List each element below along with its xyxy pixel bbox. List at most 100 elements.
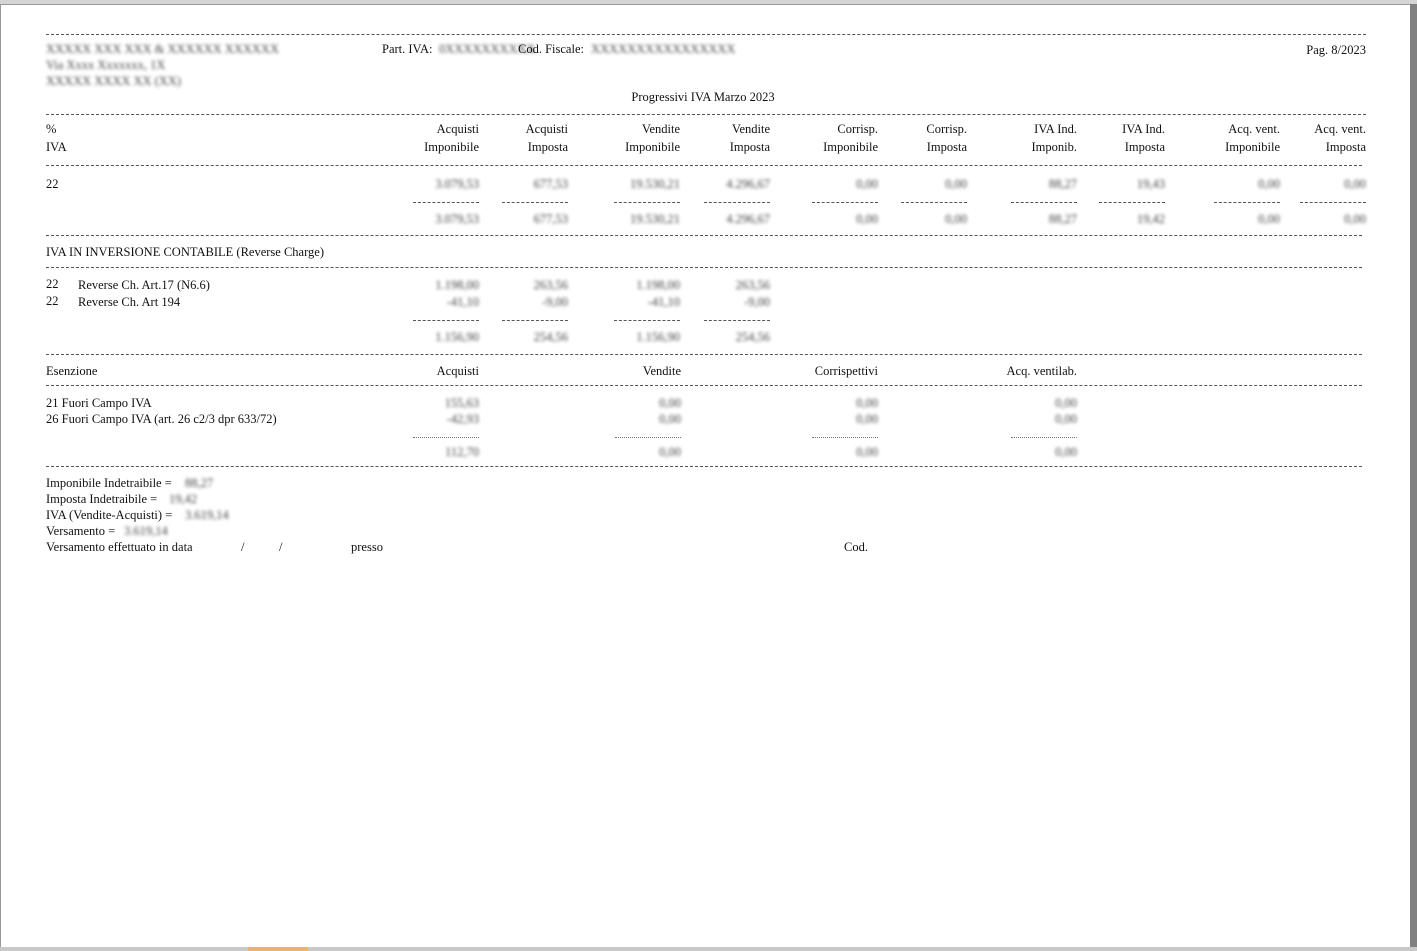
exemption-header-acq-ventilab: Acq. ventilab. <box>1006 364 1077 378</box>
main-total-6: 88,27 <box>1048 212 1077 226</box>
company-address: Via Xxxx Xxxxxxx, 1X <box>46 58 166 72</box>
ex-row-1-value-2: 0,00 <box>856 396 878 410</box>
page-number: Pag. 8/2023 <box>1306 43 1366 57</box>
versamento-effettuato-label: Versamento effettuato in data <box>46 540 193 554</box>
col-header-bottom-4: Imponibile <box>823 140 878 154</box>
rc-total-0: 1.156,90 <box>435 330 479 344</box>
cf-label: Cod. Fiscale: <box>518 42 584 56</box>
imponibile-indetraibile-value: 88,27 <box>185 476 214 490</box>
piva-value: 0XXXXXXXXXX <box>439 42 536 56</box>
main-value-9: 0,00 <box>1344 177 1366 191</box>
rc-total-1: 254,56 <box>533 330 568 344</box>
ex-row-1-value-1: 0,00 <box>659 396 681 410</box>
main-total-1: 677,53 <box>533 212 568 226</box>
main-value-7: 19,43 <box>1136 177 1165 191</box>
main-total-8: 0,00 <box>1258 212 1280 226</box>
ex-total-2: 0,00 <box>856 445 878 459</box>
col-header-bottom-7: Imposta <box>1124 140 1165 154</box>
col-header-top-6: IVA Ind. <box>1034 122 1077 136</box>
col-header-top-1: Acquisti <box>525 122 568 136</box>
ex-row-1-label: 21 Fuori Campo IVA <box>46 396 152 410</box>
exemption-header-acquisti: Acquisti <box>436 364 479 378</box>
ex-row-2-value-1: 0,00 <box>659 412 681 426</box>
col-header-top-0: Acquisti <box>436 122 479 136</box>
columns-bottom-rule <box>46 165 1362 166</box>
rc-separator-0 <box>413 320 479 321</box>
cf-value: XXXXXXXXXXXXXXXX <box>591 42 736 56</box>
status-indicator <box>248 947 308 951</box>
ex-row-1-value-0: 155,63 <box>444 396 479 410</box>
rc-row-1-value-3: 263,56 <box>735 278 770 292</box>
date-slash-2: / <box>279 540 283 554</box>
ex-row-1-value-3: 0,00 <box>1055 396 1077 410</box>
col-header-bottom-1: Imposta <box>527 140 568 154</box>
section-rule-5 <box>46 466 1362 467</box>
versamento-label: Versamento = <box>46 524 116 538</box>
rc-row-1-value-0: 1.198,00 <box>435 278 479 292</box>
rc-total-3: 254,56 <box>735 330 770 344</box>
main-total-9: 0,00 <box>1344 212 1366 226</box>
main-total-3: 4.296,67 <box>726 212 770 226</box>
main-separator-1 <box>502 202 568 203</box>
main-total-5: 0,00 <box>945 212 967 226</box>
iva-diff-label: IVA (Vendite-Acquisti) = <box>46 508 173 522</box>
columns-top-rule <box>46 114 1366 115</box>
ex-separator-2 <box>812 437 878 438</box>
presso-label: presso <box>351 540 383 554</box>
main-separator-5 <box>901 202 967 203</box>
col-header-bottom-9: Imposta <box>1325 140 1366 154</box>
rc-row-2-value-3: -9,00 <box>743 295 770 309</box>
reverse-charge-title: IVA IN INVERSIONE CONTABILE (Reverse Cha… <box>46 245 325 259</box>
rc-row-1-value-2: 1.198,00 <box>636 278 680 292</box>
imposta-indetraibile-value: 19,42 <box>169 492 198 506</box>
date-slash-1: / <box>241 540 245 554</box>
main-value-2: 19.530,21 <box>630 177 680 191</box>
main-total-4: 0,00 <box>856 212 878 226</box>
page-shadow-right <box>1410 4 1417 951</box>
main-separator-6 <box>1011 202 1077 203</box>
rc-separator-3 <box>704 320 770 321</box>
cod-label: Cod. <box>844 540 868 554</box>
main-total-0: 3.079,53 <box>435 212 479 226</box>
rc-row-1-value-1: 263,56 <box>533 278 568 292</box>
ex-separator-0 <box>413 437 479 438</box>
col-header-bottom-0: Imponibile <box>424 140 479 154</box>
section-rule-2 <box>46 267 1362 268</box>
ex-row-2-value-3: 0,00 <box>1055 412 1077 426</box>
iva-diff-value: 3.619,14 <box>185 508 229 522</box>
col-header-bottom-2: Imponibile <box>625 140 680 154</box>
piva-label: Part. IVA: <box>382 42 433 56</box>
ex-separator-1 <box>615 437 681 438</box>
col-pct-bottom: IVA <box>46 140 67 154</box>
main-value-4: 0,00 <box>856 177 878 191</box>
exemption-header-vendite: Vendite <box>642 364 681 378</box>
main-total-7: 19,42 <box>1136 212 1165 226</box>
col-header-top-5: Corrisp. <box>926 122 967 136</box>
col-header-top-8: Acq. vent. <box>1228 122 1280 136</box>
main-separator-9 <box>1300 202 1366 203</box>
versamento-value: 3.619,14 <box>124 524 168 538</box>
col-header-bottom-5: Imposta <box>926 140 967 154</box>
col-header-top-7: IVA Ind. <box>1122 122 1165 136</box>
main-value-5: 0,00 <box>945 177 967 191</box>
ex-total-0: 112,70 <box>445 445 479 459</box>
main-separator-7 <box>1099 202 1165 203</box>
ex-row-2-value-2: 0,00 <box>856 412 878 426</box>
main-value-3: 4.296,67 <box>726 177 770 191</box>
main-row-rate: 22 <box>46 177 59 191</box>
main-separator-8 <box>1214 202 1280 203</box>
col-header-top-2: Vendite <box>641 122 680 136</box>
main-separator-2 <box>614 202 680 203</box>
main-separator-3 <box>704 202 770 203</box>
rc-row-2-value-0: -41,10 <box>446 295 479 309</box>
rc-row-2-label: Reverse Ch. Art 194 <box>78 295 181 309</box>
header-top-rule <box>46 34 1366 35</box>
exemption-header-corrispettivi: Corrispettivi <box>814 364 878 378</box>
col-header-top-3: Vendite <box>731 122 770 136</box>
rc-row-1-label: Reverse Ch. Art.17 (N6.6) <box>78 278 210 292</box>
section-rule-1 <box>46 235 1362 236</box>
ex-total-3: 0,00 <box>1055 445 1077 459</box>
main-value-0: 3.079,53 <box>435 177 479 191</box>
main-value-6: 88,27 <box>1048 177 1077 191</box>
rc-row-2-rate: 22 <box>46 294 59 308</box>
